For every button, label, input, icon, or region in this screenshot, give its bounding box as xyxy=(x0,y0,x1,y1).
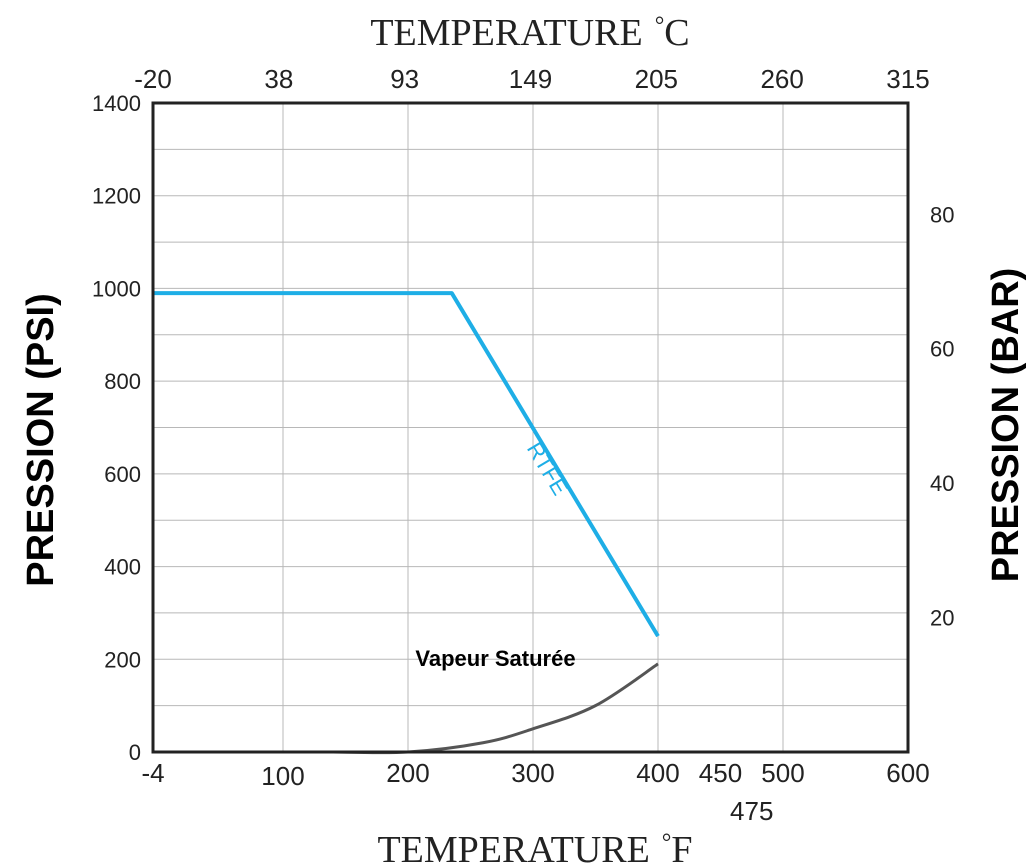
left-axis-tick-label: 0 xyxy=(129,740,141,765)
left-axis-tick-label: 400 xyxy=(104,555,141,580)
right-axis-tick-label: 80 xyxy=(930,202,954,227)
bottom-axis-tick-label: 600 xyxy=(886,758,929,788)
bottom-axis-tick-label: 400 xyxy=(636,758,679,788)
tick-labels: 0 200 400 600 800 1000 1200 1400 20 40 60 80 -20 38 93… xyxy=(92,64,954,826)
bottom-axis-tick-label: 500 xyxy=(761,758,804,788)
left-axis-tick-label: 600 xyxy=(104,462,141,487)
left-axis-tick-label: 1400 xyxy=(92,91,141,116)
right-axis-tick-label: 60 xyxy=(930,337,954,362)
top-axis-tick-label: 149 xyxy=(509,64,552,94)
series-line-rtfe xyxy=(153,291,660,638)
right-axis-title: PRESSION (BAR) xyxy=(985,268,1027,583)
right-axis-tick-label: 20 xyxy=(930,606,954,631)
left-axis-title: PRESSION (PSI) xyxy=(20,293,62,587)
top-axis-tick-label: 205 xyxy=(635,64,678,94)
series-line-vapeur xyxy=(332,662,659,755)
right-axis-tick-label: 40 xyxy=(930,471,954,496)
top-axis-tick-label: -20 xyxy=(134,64,172,94)
bottom-axis-tick-label: 450 xyxy=(699,758,742,788)
bottom-axis-tick-label: 200 xyxy=(386,758,429,788)
plot-frame xyxy=(151,101,910,754)
bottom-axis-tick-label: 475 xyxy=(730,796,773,826)
series-label-rtfe: RTFE xyxy=(522,438,573,500)
left-axis-tick-label: 800 xyxy=(104,369,141,394)
series-layer xyxy=(153,291,660,755)
bottom-axis-tick-label: -4 xyxy=(141,758,164,788)
left-axis-tick-label: 1000 xyxy=(92,276,141,301)
bottom-axis-tick-label: 100 xyxy=(261,761,304,791)
top-axis-title: TEMPERATURE °C xyxy=(370,12,689,54)
bottom-axis-tick-label: 300 xyxy=(511,758,554,788)
top-axis-tick-label: 315 xyxy=(886,64,929,94)
left-axis-tick-label: 200 xyxy=(104,647,141,672)
left-axis-tick-label: 1200 xyxy=(92,184,141,209)
grid xyxy=(153,103,908,752)
top-axis-tick-label: 38 xyxy=(264,64,293,94)
top-axis-tick-label: 93 xyxy=(390,64,419,94)
series-label-vapeur: Vapeur Saturée xyxy=(415,646,575,671)
top-axis-tick-label: 260 xyxy=(760,64,803,94)
bottom-axis-title: TEMPERATURE °F xyxy=(377,829,692,868)
